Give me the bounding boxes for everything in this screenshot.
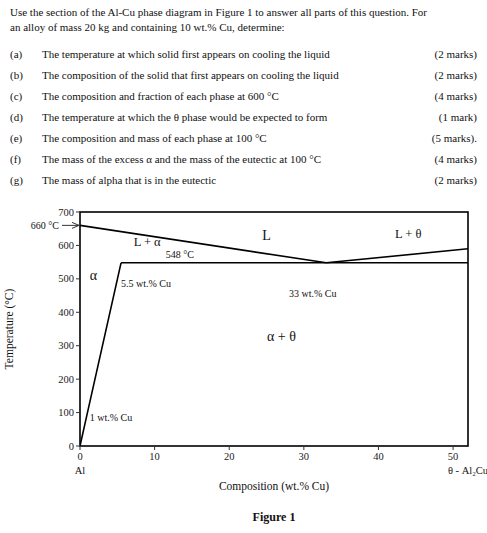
y-axis-label: Temperature (°C) bbox=[3, 288, 16, 369]
question-text: The composition and fraction of each pha… bbox=[42, 90, 279, 102]
annotation: θ - Al₂Cu bbox=[448, 465, 487, 476]
y-tick-label: 0 bbox=[69, 441, 74, 452]
annotation: 548 °C bbox=[166, 249, 194, 260]
x-tick bbox=[154, 446, 155, 450]
question-letter: (b) bbox=[10, 69, 23, 82]
plot-lines bbox=[80, 225, 468, 446]
y-tick bbox=[76, 379, 80, 380]
question-text: The temperature at which solid first app… bbox=[42, 48, 330, 60]
x-tick-label: 10 bbox=[149, 451, 160, 462]
question-text: The mass of the excess α and the mass of… bbox=[42, 153, 321, 165]
question-letter: (g) bbox=[10, 174, 23, 187]
x-tick-label: 50 bbox=[448, 451, 459, 462]
question-letter: (c) bbox=[10, 90, 23, 103]
question-letter: (a) bbox=[10, 48, 23, 61]
plot-frame bbox=[80, 212, 468, 446]
y-tick bbox=[76, 212, 80, 213]
question-marks: (5 marks). bbox=[432, 132, 477, 145]
y-tick bbox=[76, 278, 80, 279]
annotation: α + θ bbox=[267, 329, 296, 344]
phase-line bbox=[80, 225, 326, 262]
x-tick-label: 20 bbox=[224, 451, 235, 462]
x-axis-label: Composition (wt.% Cu) bbox=[219, 480, 329, 493]
annotation: 33 wt.% Cu bbox=[289, 288, 337, 299]
annotation: L + α bbox=[134, 235, 161, 249]
question-text: The composition and mass of each phase a… bbox=[42, 132, 267, 144]
question-marks: (2 marks) bbox=[435, 174, 478, 187]
question-letter: (f) bbox=[10, 153, 21, 166]
y-tick bbox=[76, 412, 80, 413]
y-tick bbox=[76, 345, 80, 346]
question-text: The mass of alpha that is in the eutecti… bbox=[42, 174, 216, 186]
y-tick bbox=[76, 245, 80, 246]
x-tick-label: 0 bbox=[77, 451, 82, 462]
y-tick-label: 700 bbox=[58, 207, 74, 218]
x-tick bbox=[378, 446, 379, 450]
caption: Figure 1 bbox=[253, 510, 296, 524]
phase-line bbox=[121, 262, 468, 264]
annotation: L + θ bbox=[395, 227, 421, 241]
x-tick bbox=[303, 446, 304, 450]
y-tick-label: 500 bbox=[58, 273, 74, 284]
x-tick bbox=[229, 446, 230, 450]
annotation-arrow bbox=[62, 225, 79, 226]
question-text: The composition of the solid that first … bbox=[42, 69, 339, 81]
annotation: 5.5 wt.% Cu bbox=[121, 278, 171, 289]
question-marks: (4 marks) bbox=[435, 90, 478, 103]
question-marks: (2 marks) bbox=[435, 69, 478, 82]
annotation: Al bbox=[75, 465, 86, 476]
title: Use the section of the Al-Cu phase diagr… bbox=[10, 6, 427, 18]
y-tick-label: 300 bbox=[58, 340, 74, 351]
y-tick-label: 100 bbox=[58, 407, 74, 418]
question-text: The temperature at which the θ phase wou… bbox=[42, 111, 328, 123]
annotation: L bbox=[262, 228, 271, 243]
y-tick-label: 600 bbox=[58, 240, 74, 251]
annotation: 1 wt.% Cu bbox=[90, 412, 133, 423]
annotation: α bbox=[90, 268, 98, 283]
y-tick bbox=[76, 446, 80, 447]
question-marks: (1 mark) bbox=[439, 111, 478, 124]
phase-line bbox=[326, 249, 468, 263]
title: an alloy of mass 20 kg and containing 10… bbox=[10, 21, 285, 33]
x-tick-label: 40 bbox=[373, 451, 384, 462]
question-marks: (4 marks) bbox=[435, 153, 478, 166]
y-tick-label: 400 bbox=[58, 307, 74, 318]
x-tick-label: 30 bbox=[299, 451, 310, 462]
y-tick-label: 200 bbox=[58, 374, 74, 385]
question-letter: (d) bbox=[10, 111, 23, 124]
x-tick bbox=[80, 446, 81, 450]
y-tick bbox=[76, 312, 80, 313]
x-tick bbox=[453, 446, 454, 450]
annotation: 660 °C bbox=[31, 220, 59, 231]
question-letter: (e) bbox=[10, 132, 23, 145]
question-marks: (2 marks) bbox=[435, 48, 478, 61]
